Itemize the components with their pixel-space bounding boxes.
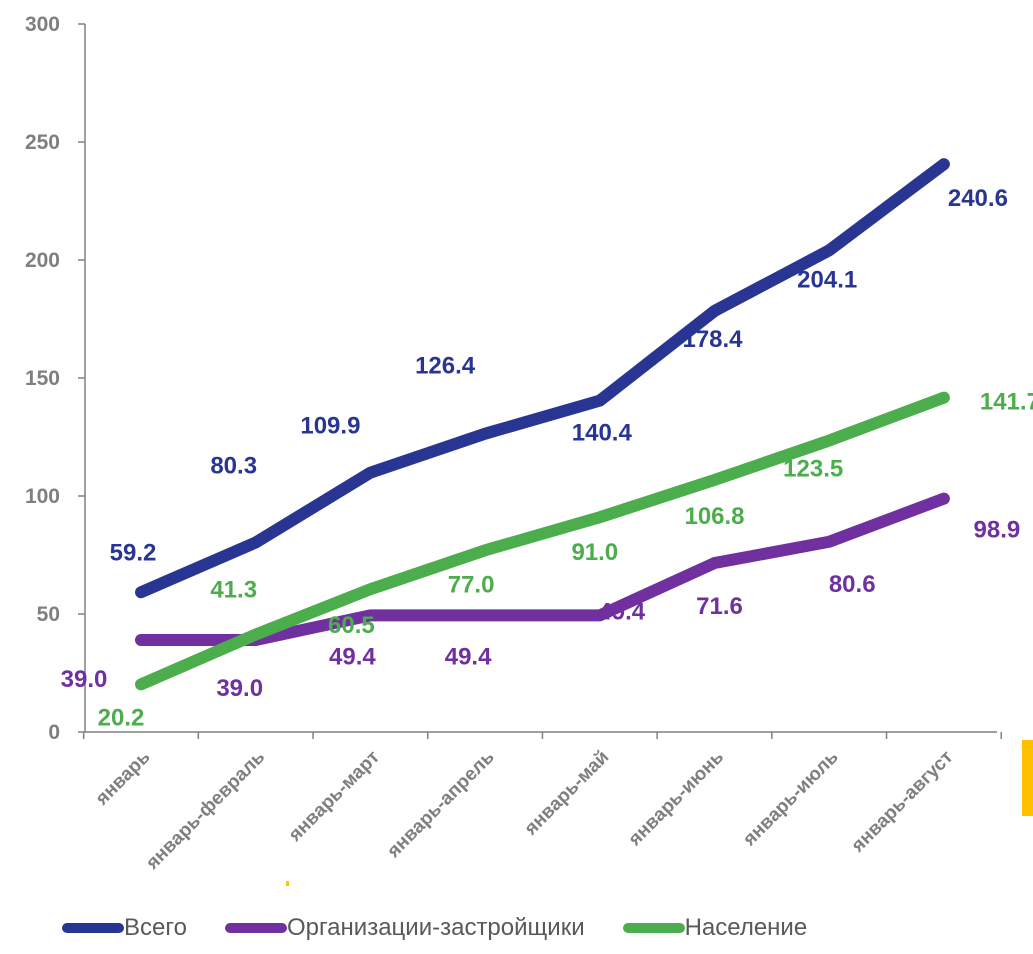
legend-swatch-developers <box>224 923 287 933</box>
legend-item-developers: Организации-застройщики <box>224 914 585 942</box>
decorative-accent-tick <box>286 881 289 886</box>
data-label: 126.4 <box>415 353 476 380</box>
data-labels: 59.2 80.3 109.9 126.4 140.4 178.4 204.1 240.6 39… <box>61 185 1033 731</box>
data-label: 240.6 <box>948 185 1008 212</box>
x-category-label: январь-май <box>520 747 614 841</box>
data-label: 178.4 <box>682 326 743 353</box>
data-label: 60.5 <box>328 612 375 639</box>
data-label: 109.9 <box>300 413 360 440</box>
data-label: 20.2 <box>98 704 145 731</box>
data-label: 80.6 <box>829 571 876 598</box>
data-label: 98.9 <box>974 517 1021 544</box>
data-label: 140.4 <box>572 420 633 447</box>
x-category-label: январь-август <box>847 747 958 858</box>
legend-label-developers: Организации-застройщики <box>286 914 585 941</box>
data-label: 39.0 <box>61 666 108 693</box>
y-tick-label: 0 <box>48 721 60 744</box>
y-tick-label: 250 <box>25 131 60 154</box>
data-label: 41.3 <box>210 577 257 604</box>
y-tick-label: 200 <box>25 249 60 272</box>
data-label: 49.4 <box>598 598 645 625</box>
data-label: 141.7 <box>980 389 1033 416</box>
legend-swatch-total <box>62 923 124 933</box>
y-tick-label: 150 <box>25 367 60 390</box>
legend-label-population: Население <box>684 914 808 941</box>
x-category-label: январь-июль <box>739 747 843 851</box>
data-label: 106.8 <box>684 503 744 530</box>
legend-item-total: Всего <box>62 914 187 942</box>
data-label: 77.0 <box>448 571 495 598</box>
data-label: 204.1 <box>797 266 857 293</box>
y-tick-label: 300 <box>25 13 60 36</box>
decorative-accent-bar <box>1022 740 1033 816</box>
x-category-label: январь-февраль <box>141 747 269 875</box>
data-label: 80.3 <box>210 452 257 479</box>
data-label: 49.4 <box>445 643 492 670</box>
data-label: 49.4 <box>329 643 376 670</box>
series-line-2 <box>135 391 950 691</box>
legend-item-population: Население <box>622 914 808 942</box>
legend-label-total: Всего <box>124 914 187 941</box>
data-label: 59.2 <box>110 539 157 566</box>
legend-swatch-population <box>622 923 685 933</box>
chart-legend: Всего Организации-застройщики Население <box>62 908 845 948</box>
y-tick-label: 100 <box>25 485 60 508</box>
x-category-label: январь <box>91 747 155 811</box>
x-category-label: январь-апрель <box>383 747 499 863</box>
data-label: 39.0 <box>216 675 263 702</box>
data-label: 71.6 <box>696 593 743 620</box>
y-tick-label: 50 <box>37 603 60 626</box>
x-category-label: январь-март <box>284 747 384 847</box>
data-label: 123.5 <box>783 456 843 483</box>
data-label: 91.0 <box>571 539 618 566</box>
series-line-1 <box>135 492 950 646</box>
series-lines <box>135 158 950 691</box>
series-line-0 <box>135 158 950 599</box>
x-category-label: январь-июнь <box>624 747 728 851</box>
